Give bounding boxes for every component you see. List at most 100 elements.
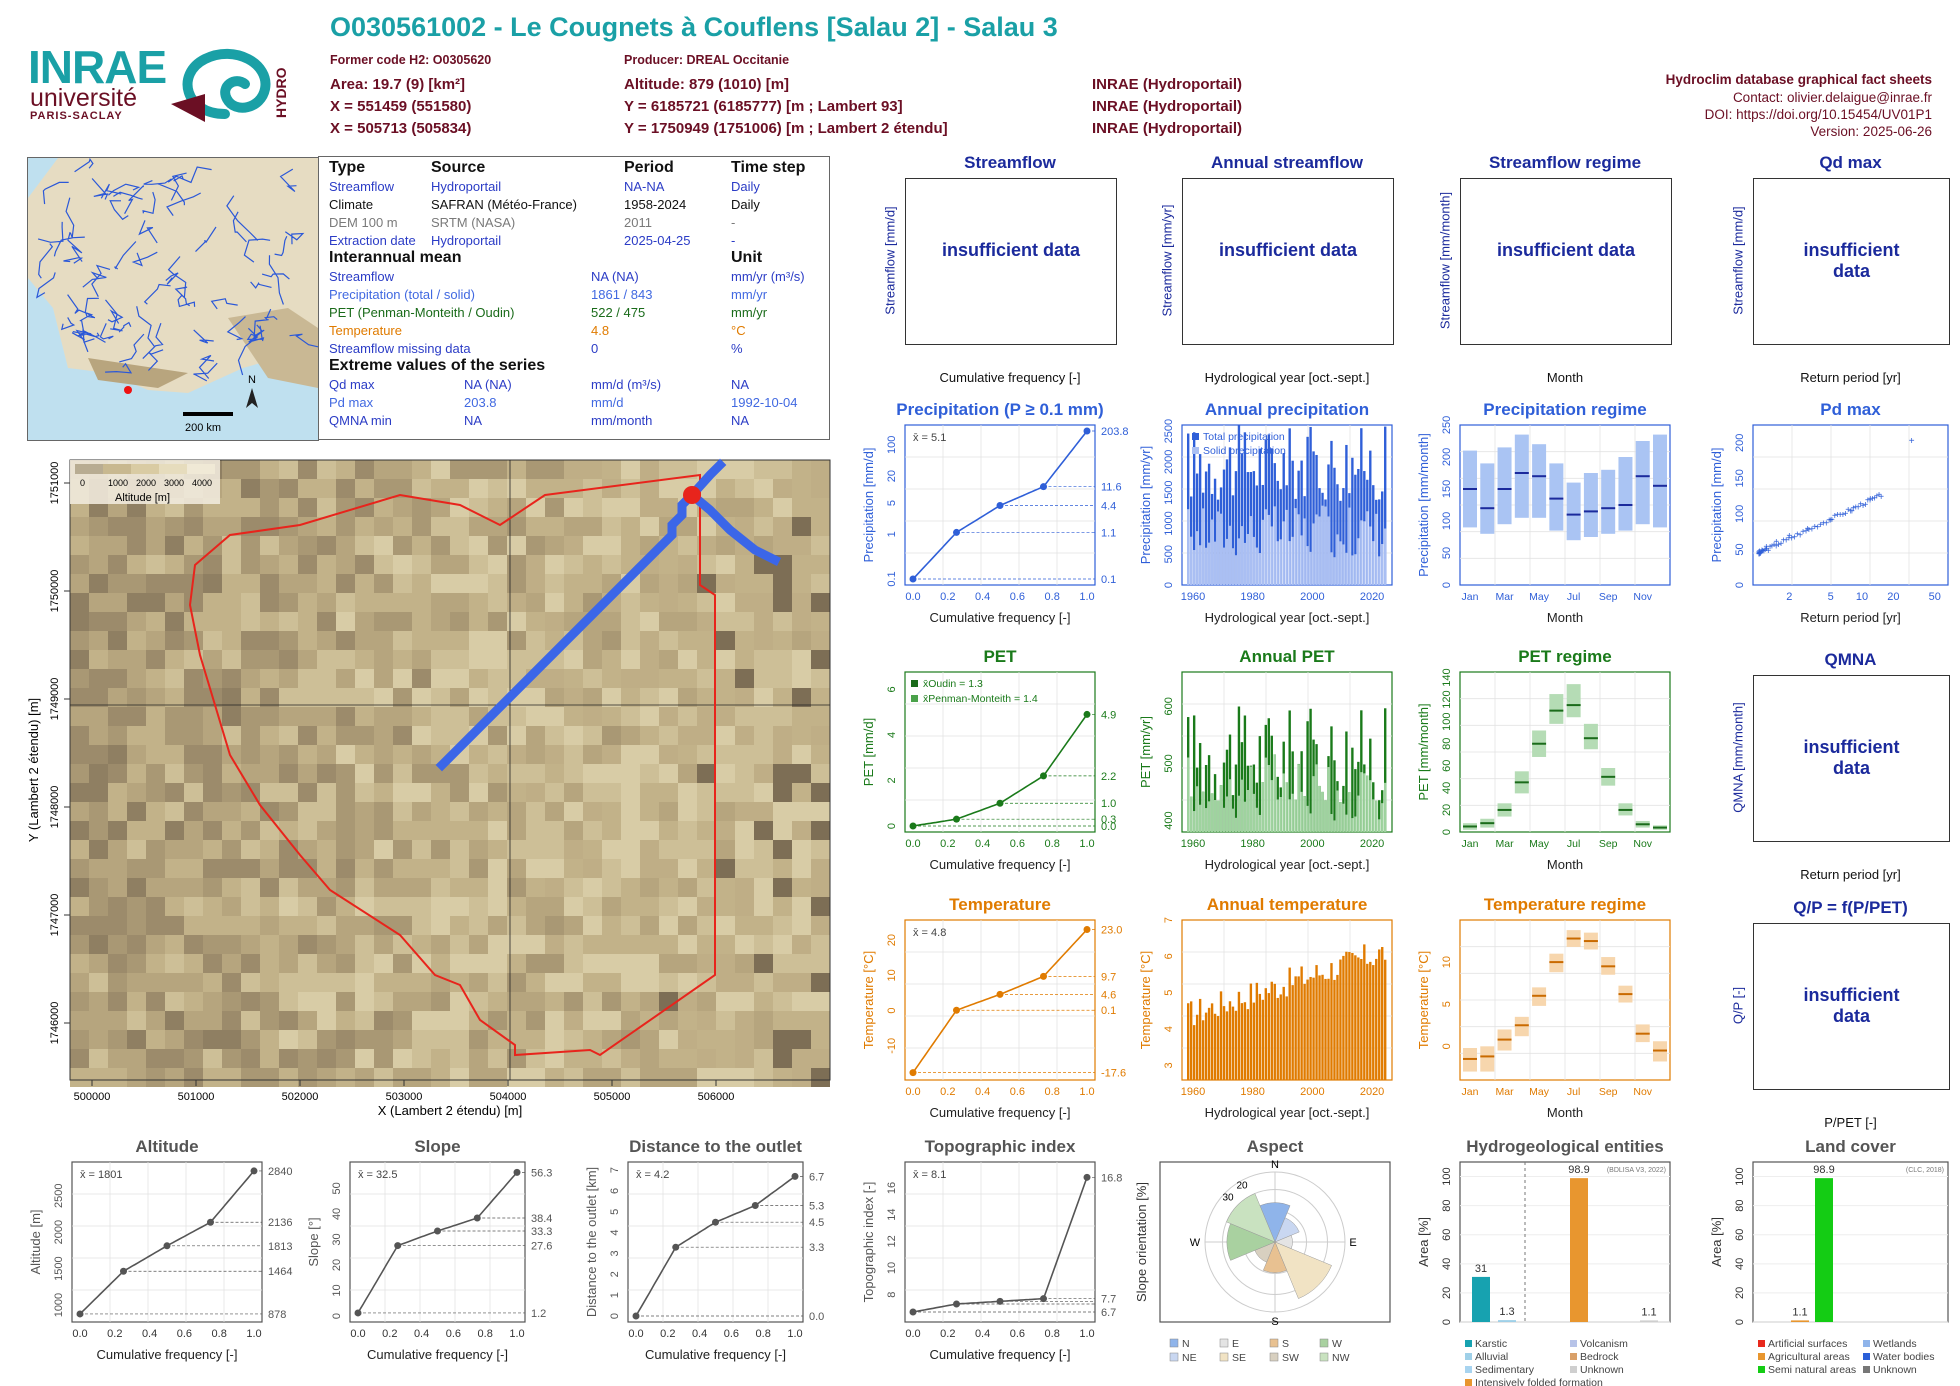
annual_pet-bar2	[1291, 793, 1294, 832]
annual_pet-bar2	[1267, 765, 1270, 832]
annual_precip-bar	[1225, 459, 1229, 585]
distance-ylabel: Distance to the outlet [km]	[584, 1167, 599, 1317]
annual_pet-ytick: 400	[1163, 811, 1175, 829]
annual_precip-bar2	[1330, 552, 1333, 585]
bigmap-xtick: 502000	[282, 1091, 319, 1103]
cell: Daily	[731, 197, 760, 212]
annual_precip-bar	[1384, 426, 1387, 585]
cell: 522 / 475	[591, 305, 646, 320]
temp_regime-xtick: May	[1529, 1086, 1550, 1098]
pd_max-xlabel: Return period [yr]	[1800, 610, 1900, 625]
aspect-sector	[1226, 1193, 1276, 1243]
paris-saclay-logo: PARIS-SACLAY	[30, 110, 123, 122]
annual_pet-bar2	[1333, 820, 1336, 832]
annual_precip-bar	[1354, 474, 1357, 585]
altitude-xtick: 0.2	[107, 1328, 122, 1340]
annual_precip-bar2	[1243, 542, 1247, 585]
slope-ytick: 10	[331, 1284, 343, 1296]
annual_pet-bar	[1300, 751, 1303, 832]
pd_max-point: +	[1756, 547, 1762, 558]
pd_max-point: +	[1757, 547, 1763, 558]
pd_max-point: +	[1812, 522, 1818, 533]
annual_precip-bar2	[1276, 541, 1279, 585]
bigmap-ytick: 1749000	[49, 678, 61, 721]
altitude-right-label: 1464	[268, 1266, 292, 1278]
legend-tick: 3000	[164, 478, 184, 488]
annual_precip-bar2	[1378, 556, 1381, 585]
hydrogeo-value-label: 1.3	[1499, 1306, 1514, 1318]
altitude-frame	[71, 1161, 263, 1323]
annual_precip-bar2	[1282, 521, 1285, 585]
annual_temp-bar	[1291, 985, 1294, 1080]
annual_pet-bar	[1291, 751, 1294, 832]
annual_pet-bar2	[1192, 811, 1196, 832]
annual_precip-bar	[1372, 485, 1375, 585]
annual_temp-bar	[1201, 1020, 1205, 1080]
pd_max-point: +	[1757, 548, 1763, 559]
annual_pet-bar2	[1276, 799, 1279, 832]
pet_fdc-title: PET	[983, 647, 1017, 666]
north-arrow-icon	[246, 388, 258, 408]
annual_pet-bar2	[1195, 786, 1199, 832]
altitude-xlabel: Cumulative frequency [-]	[97, 1347, 238, 1362]
temp_fdc-xtick: 0.2	[940, 1086, 955, 1098]
annual_pet-xtick: 1960	[1181, 838, 1205, 850]
annual_pet-ylabel: PET [mm/yr]	[1138, 716, 1153, 788]
topo-xtick: 0.0	[905, 1328, 920, 1340]
aspect-legend: S	[1282, 1338, 1289, 1350]
annual_precip-bar	[1207, 463, 1211, 585]
annual_pet-bar2	[1300, 791, 1303, 832]
annual_pet-bar2	[1369, 780, 1372, 832]
precip_regime-box	[1497, 447, 1512, 525]
annual_precip-bar2	[1252, 536, 1256, 585]
aspect-title: Aspect	[1247, 1137, 1304, 1156]
annual_precip-bar2	[1381, 544, 1384, 585]
precip_fdc-mean: x̄ = 5.1	[913, 432, 946, 444]
annual_temp-bar	[1306, 979, 1309, 1080]
aspect-ylabel: Slope orientation [%]	[1134, 1182, 1149, 1302]
annual_temp-bar	[1276, 997, 1279, 1080]
hydrogeo-source: (BDLISA V3, 2022)	[1607, 1167, 1666, 1174]
annual_pet-bar	[1243, 715, 1247, 832]
pd_max-point: +	[1773, 537, 1779, 548]
pd_max-point: +	[1806, 525, 1812, 536]
cell: Streamflow	[329, 179, 395, 194]
annual_temp-bar	[1315, 965, 1318, 1080]
annual_temp-ytick: 6	[1163, 953, 1175, 959]
annual_pet-bar2	[1216, 800, 1220, 832]
landcover-legend: Water bodies	[1873, 1351, 1934, 1363]
pet_regime-xtick: Sep	[1599, 838, 1618, 850]
pd_max-point: +	[1829, 515, 1835, 526]
annual_pet-bar	[1237, 706, 1241, 832]
slope-xtick: 0.8	[478, 1328, 493, 1340]
minimap-scale: 200 km	[185, 422, 221, 434]
slope-ytick: 50	[331, 1182, 343, 1194]
pet_fdc-right-label: 0.0	[1101, 821, 1116, 833]
bigmap-xtick: 501000	[178, 1091, 215, 1103]
annual_precip-bar2	[1246, 533, 1250, 585]
annual_pet-title: Annual PET	[1239, 647, 1335, 666]
precip_regime-xtick: Nov	[1633, 591, 1652, 603]
distance-right-label: 4.5	[809, 1217, 824, 1229]
annual_temp-bar	[1282, 986, 1285, 1080]
pd_max-xtick: 5	[1828, 591, 1834, 603]
annual_temp-xtick: 1960	[1181, 1086, 1205, 1098]
aspect-sector	[1274, 1241, 1332, 1299]
pd_max-point: +	[1845, 505, 1851, 516]
catchment-map: 0 1000 2000 3000 4000 Altitude [m] 500000 501…	[26, 458, 831, 1118]
bigmap-xtick: 506000	[698, 1091, 735, 1103]
cell: SAFRAN (Météo-France)	[431, 197, 577, 212]
annual_precip-bar	[1222, 469, 1226, 585]
annual_streamflow-panel: insufficient data	[1182, 178, 1394, 345]
annual_precip-bar	[1243, 432, 1247, 585]
annual_temp-bar	[1378, 949, 1381, 1080]
cell: SRTM (NASA)	[431, 215, 516, 230]
annual_pet-bar2	[1285, 782, 1288, 832]
cell: -	[731, 233, 736, 248]
annual_precip-bar2	[1300, 535, 1303, 585]
cell: Streamflow missing data	[329, 341, 471, 356]
annual_temp-bar	[1240, 1003, 1244, 1080]
annual_pet-bar	[1192, 715, 1196, 832]
altitude-right-label: 2840	[268, 1166, 292, 1178]
